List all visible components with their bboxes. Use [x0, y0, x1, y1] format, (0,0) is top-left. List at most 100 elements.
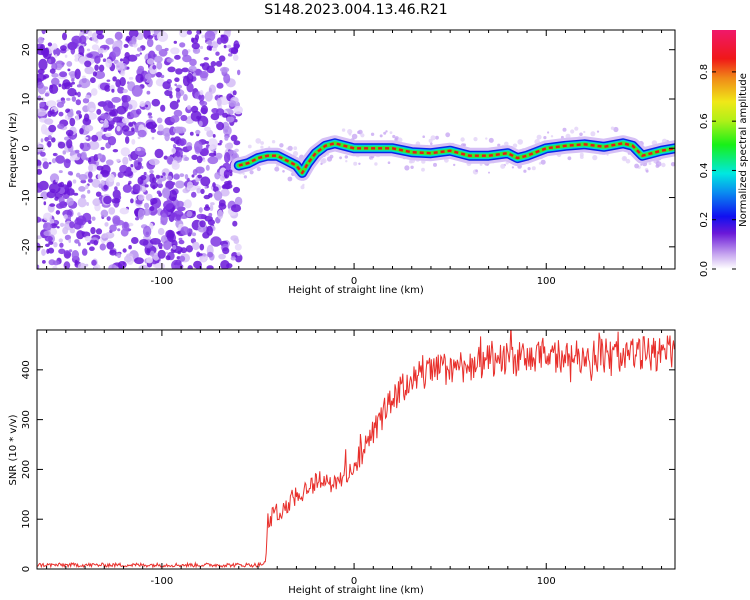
- noise-speckle: [58, 83, 62, 88]
- noise-speckle: [78, 186, 86, 192]
- x-tick-label: -100: [151, 276, 174, 287]
- ridge-halo-speckle: [592, 155, 598, 161]
- noise-speckle: [156, 180, 163, 185]
- noise-speckle: [83, 113, 90, 122]
- noise-speckle: [199, 243, 205, 251]
- ridge-halo-speckle: [475, 169, 478, 172]
- noise-speckle: [73, 192, 79, 196]
- noise-speckle: [191, 154, 198, 160]
- noise-speckle: [232, 54, 239, 61]
- noise-speckle: [116, 125, 121, 132]
- noise-speckle: [215, 60, 223, 67]
- noise-speckle: [123, 43, 129, 48]
- noise-speckle: [47, 110, 53, 118]
- ridge-halo-speckle: [329, 154, 334, 159]
- noise-speckle: [168, 189, 178, 202]
- ridge-halo-speckle: [670, 162, 675, 167]
- x-tick-label: 0: [351, 276, 357, 287]
- noise-speckle: [82, 212, 92, 223]
- noise-speckle: [198, 207, 203, 213]
- noise-speckle: [234, 196, 243, 206]
- noise-speckle: [98, 64, 105, 72]
- noise-speckle: [102, 100, 114, 112]
- noise-speckle: [103, 195, 112, 205]
- noise-speckle: [86, 48, 91, 52]
- noise-speckle: [71, 43, 79, 48]
- ridge-halo-speckle: [383, 131, 387, 135]
- ridge-halo-speckle: [504, 141, 509, 147]
- noise-speckle: [112, 116, 122, 123]
- ridge-halo-speckle: [260, 145, 264, 149]
- noise-speckle: [49, 182, 61, 194]
- ridge-halo-speckle: [623, 157, 626, 160]
- noise-speckle: [58, 170, 63, 174]
- noise-speckle: [178, 237, 183, 241]
- noise-speckle: [204, 30, 216, 42]
- noise-speckle: [112, 76, 117, 82]
- ridge-halo-speckle: [625, 158, 631, 164]
- noise-speckle: [95, 228, 103, 235]
- ridge-halo-speckle: [249, 170, 254, 175]
- noise-speckle: [214, 112, 220, 117]
- noise-speckle: [146, 38, 154, 48]
- ridge-halo-speckle: [435, 135, 439, 140]
- noise-speckle: [72, 179, 77, 184]
- ridge-halo-speckle: [360, 133, 365, 138]
- noise-speckle: [214, 120, 219, 125]
- noise-speckle: [204, 91, 213, 102]
- noise-speckle: [109, 224, 117, 232]
- noise-speckle: [176, 151, 181, 158]
- noise-speckle: [120, 147, 130, 157]
- noise-speckle: [131, 127, 135, 132]
- noise-speckle: [189, 58, 197, 67]
- spectrogram-axes-frame: [36, 29, 676, 270]
- noise-speckle: [59, 201, 68, 209]
- noise-speckle: [139, 101, 146, 107]
- noise-speckle: [91, 134, 99, 142]
- noise-speckle: [158, 242, 163, 248]
- noise-speckle: [218, 253, 226, 260]
- ridge-halo-speckle: [302, 183, 305, 187]
- noise-speckle: [199, 63, 205, 67]
- noise-speckle: [40, 124, 48, 135]
- noise-speckle: [67, 88, 77, 97]
- noise-speckle: [44, 235, 53, 242]
- noise-speckle: [58, 248, 66, 255]
- noise-speckle: [104, 231, 115, 239]
- noise-speckle: [196, 187, 201, 194]
- noise-speckle: [173, 210, 184, 218]
- noise-speckle: [197, 225, 207, 233]
- noise-speckle: [191, 191, 197, 198]
- noise-speckle: [40, 151, 46, 157]
- noise-speckle: [224, 181, 231, 185]
- noise-speckle: [42, 260, 46, 264]
- noise-speckle: [104, 84, 111, 92]
- noise-speckle: [59, 242, 64, 248]
- noise-speckle: [130, 198, 134, 204]
- noise-speckle: [227, 44, 231, 49]
- noise-speckle: [219, 140, 223, 144]
- ridge-halo-speckle: [512, 143, 518, 148]
- noise-speckle: [112, 217, 121, 226]
- noise-speckle: [214, 172, 221, 180]
- noise-speckle: [108, 173, 115, 183]
- noise-speckle: [186, 210, 193, 218]
- noise-speckle: [45, 100, 57, 107]
- noise-speckle: [138, 264, 149, 269]
- noise-speckle: [131, 85, 143, 97]
- noise-speckle: [56, 226, 60, 229]
- noise-speckle: [106, 241, 115, 250]
- noise-speckle: [163, 240, 172, 251]
- noise-speckle: [226, 142, 233, 149]
- noise-speckle: [84, 235, 92, 242]
- noise-speckle: [81, 248, 88, 256]
- ridge-halo-speckle: [634, 163, 639, 169]
- noise-speckle: [57, 141, 66, 149]
- noise-speckle: [85, 184, 89, 190]
- ridge-halo-speckle: [536, 134, 542, 140]
- noise-speckle: [174, 83, 177, 87]
- noise-speckle: [169, 94, 173, 99]
- ridge-halo-speckle: [320, 162, 323, 166]
- noise-speckle: [146, 257, 153, 264]
- noise-speckle: [179, 173, 185, 178]
